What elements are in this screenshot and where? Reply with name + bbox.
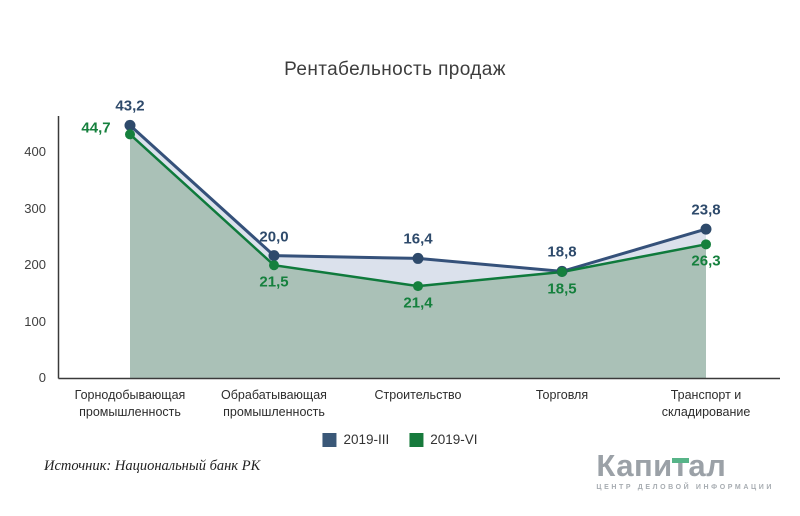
kapital-logo: Капитал ЦЕНТР ДЕЛОВОЙ ИНФОРМАЦИИ <box>596 450 774 491</box>
data-point-marker <box>557 266 567 277</box>
point-label: 26,3 <box>691 252 721 270</box>
point-label: 20,0 <box>259 228 289 246</box>
logo-text: Капи <box>596 448 673 483</box>
data-point-marker <box>124 119 136 131</box>
point-label: 18,5 <box>547 280 577 298</box>
data-point-marker <box>701 239 711 250</box>
data-point-marker <box>269 260 279 271</box>
legend-swatch-green <box>409 432 424 447</box>
source-note: Источник: Национальный банк РК <box>44 458 261 474</box>
point-label: 43,2 <box>115 97 145 115</box>
logo-accent-letter: т <box>671 448 690 483</box>
point-label: 44,7 <box>81 119 111 137</box>
x-category-label: Горнодобывающая промышленность <box>74 388 186 419</box>
y-tick-label: 0 <box>38 370 46 385</box>
point-label: 23,8 <box>691 201 721 219</box>
legend: 2019-III 2019-VI <box>322 432 478 447</box>
legend-item-2019-III: 2019-III <box>322 432 389 447</box>
data-point-marker <box>268 250 280 262</box>
x-category-label: Обрабатывающая промышленность <box>221 388 327 419</box>
data-point-marker <box>413 281 423 292</box>
legend-swatch-blue <box>322 432 337 447</box>
y-tick-label: 200 <box>24 257 46 273</box>
y-tick-label: 300 <box>24 200 46 216</box>
x-category-label: Транспорт и складирование <box>661 388 751 419</box>
legend-label: 2019-III <box>343 432 390 447</box>
point-label: 16,4 <box>403 230 433 248</box>
point-label: 21,5 <box>259 273 289 291</box>
y-tick-label: 400 <box>24 144 46 160</box>
point-label: 18,8 <box>547 243 577 261</box>
data-point-marker <box>125 129 135 140</box>
logo-subtitle: ЦЕНТР ДЕЛОВОЙ ИНФОРМАЦИИ <box>596 484 774 491</box>
y-tick-label: 100 <box>24 313 46 329</box>
data-point-marker <box>700 223 712 235</box>
chart-title: Рентабельность продаж <box>284 59 506 80</box>
legend-item-2019-VI: 2019-VI <box>409 432 478 447</box>
series-area-2019-VI <box>130 134 706 379</box>
legend-label: 2019-VI <box>430 432 478 447</box>
point-label: 21,4 <box>403 294 433 312</box>
logo-text: ал <box>688 448 727 483</box>
data-point-marker <box>412 252 424 264</box>
logo-wordmark: Капитал <box>596 450 774 481</box>
x-category-label: Строительство <box>374 388 462 402</box>
x-category-label: Торговля <box>535 388 589 402</box>
